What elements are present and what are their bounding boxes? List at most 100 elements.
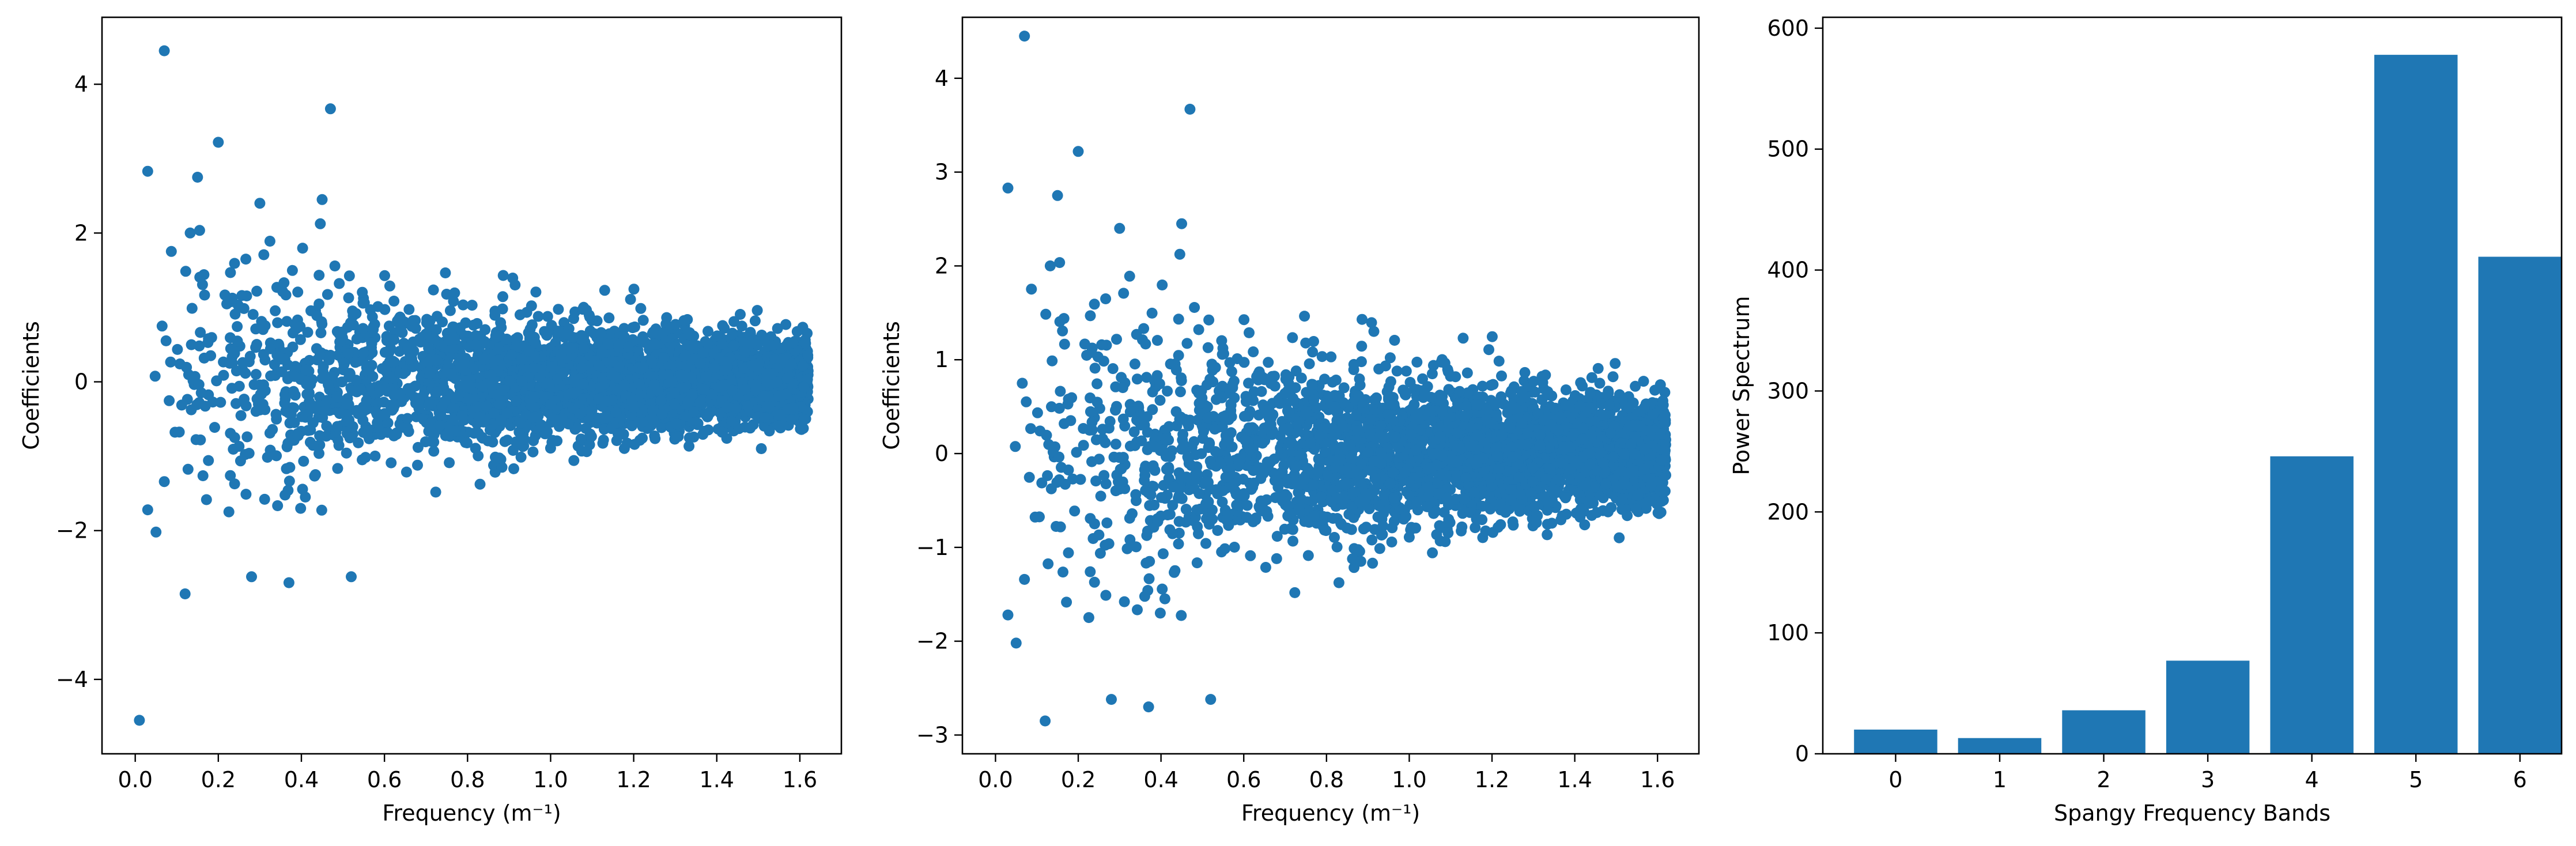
scatter-point	[262, 452, 273, 463]
scatter-point	[448, 401, 460, 413]
scatter-point	[1357, 314, 1368, 325]
scatter-point	[1386, 537, 1397, 547]
x-tick-label: 0.0	[118, 767, 152, 792]
scatter-point	[627, 322, 639, 334]
scatter-point	[511, 395, 522, 407]
scatter-point	[315, 327, 327, 338]
scatter-point	[697, 347, 708, 358]
scatter-point	[1127, 508, 1138, 519]
scatter-point	[158, 476, 170, 488]
scatter-point	[697, 383, 708, 395]
scatter-point	[1356, 341, 1368, 352]
scatter-point	[1376, 530, 1387, 541]
scatter-point	[391, 429, 402, 440]
scatter-point	[671, 418, 682, 430]
scatter-point	[584, 439, 595, 451]
scatter-point	[360, 452, 371, 463]
scatter-point	[1140, 557, 1152, 569]
scatter-point	[1202, 342, 1214, 353]
scatter-point	[1041, 429, 1052, 441]
scatter-point	[635, 303, 647, 314]
scatter-point	[279, 389, 290, 401]
scatter-point	[726, 416, 737, 427]
scatter-point	[546, 436, 558, 448]
scatter-point	[402, 342, 414, 353]
scatter-point	[727, 328, 738, 340]
scatter-point	[229, 258, 240, 269]
scatter-point	[516, 354, 528, 365]
scatter-point	[661, 312, 673, 323]
scatter-point	[256, 388, 267, 400]
scatter-point	[683, 432, 695, 444]
scatter-point	[1348, 358, 1359, 370]
scatter-point	[526, 400, 537, 411]
scatter-point	[602, 338, 614, 350]
scatter-point	[173, 426, 185, 438]
scatter-point	[506, 349, 518, 361]
scatter-point	[1110, 439, 1121, 450]
x-axis-ticks: 0.0 0.2 0.4 0.6 0.8 1.0 1.2 1.4 1.6	[118, 754, 817, 792]
scatter-point	[716, 338, 727, 350]
scatter-point	[499, 436, 511, 447]
x-axis-label: Frequency (m⁻¹)	[382, 800, 561, 826]
scatter-point	[193, 379, 205, 390]
scatter-point	[172, 343, 183, 355]
scatter-point	[1146, 307, 1158, 319]
scatter-point	[281, 316, 293, 327]
scatter-point	[487, 436, 498, 448]
scatter-point	[515, 417, 526, 429]
scatter-point	[479, 324, 491, 335]
scatter-point	[593, 360, 605, 371]
scatter-point	[613, 361, 625, 373]
scatter-point	[625, 294, 636, 305]
scatter-point	[739, 384, 751, 395]
scatter-point	[1169, 565, 1181, 576]
scatter-point	[700, 371, 712, 382]
scatter-point	[272, 317, 284, 328]
scatter-point	[395, 420, 406, 431]
scatter-point	[197, 470, 209, 481]
scatter-point	[509, 280, 521, 290]
scatter-point	[201, 494, 212, 505]
scatter-point	[1040, 308, 1052, 320]
scatter-point	[425, 424, 436, 435]
scatter-point	[781, 339, 792, 351]
scatter-point	[447, 321, 459, 333]
scatter-point	[380, 365, 392, 377]
scatter-point	[246, 571, 257, 583]
scatter-point	[235, 410, 247, 421]
scatter-point	[488, 407, 500, 419]
scatter-point	[353, 437, 364, 448]
scatter-point	[302, 327, 313, 338]
scatter-point	[430, 486, 441, 498]
scatter-point	[1132, 604, 1143, 615]
scatter-point	[484, 424, 496, 436]
x-tick-label: 0.6	[367, 767, 402, 792]
scatter-point	[497, 291, 508, 303]
scatter-point	[1391, 365, 1403, 377]
scatter-point	[629, 439, 640, 450]
scatter-point	[440, 267, 451, 278]
scatter-point	[1098, 470, 1110, 481]
scatter-point	[1302, 550, 1314, 561]
y-axis-label: Coefficients	[18, 321, 44, 450]
y-tick-label: 2	[74, 220, 88, 246]
scatter-point	[289, 371, 300, 382]
scatter-point	[405, 353, 416, 365]
scatter-point	[231, 398, 241, 409]
scatter-point	[272, 500, 284, 511]
scatter-point	[766, 339, 777, 351]
scatter-point	[531, 363, 542, 375]
scatter-point	[698, 425, 710, 437]
scatter-point	[300, 364, 312, 376]
scatter-point	[501, 407, 513, 419]
scatter-point	[510, 333, 522, 345]
scatter-point	[142, 504, 153, 516]
scatter-point	[711, 330, 723, 342]
scatter-point	[150, 526, 162, 538]
scatter-point	[353, 408, 364, 420]
scatter-point	[497, 270, 509, 281]
scatter-point	[251, 285, 263, 297]
scatter-point	[594, 337, 605, 348]
scatter-point	[1316, 351, 1328, 362]
